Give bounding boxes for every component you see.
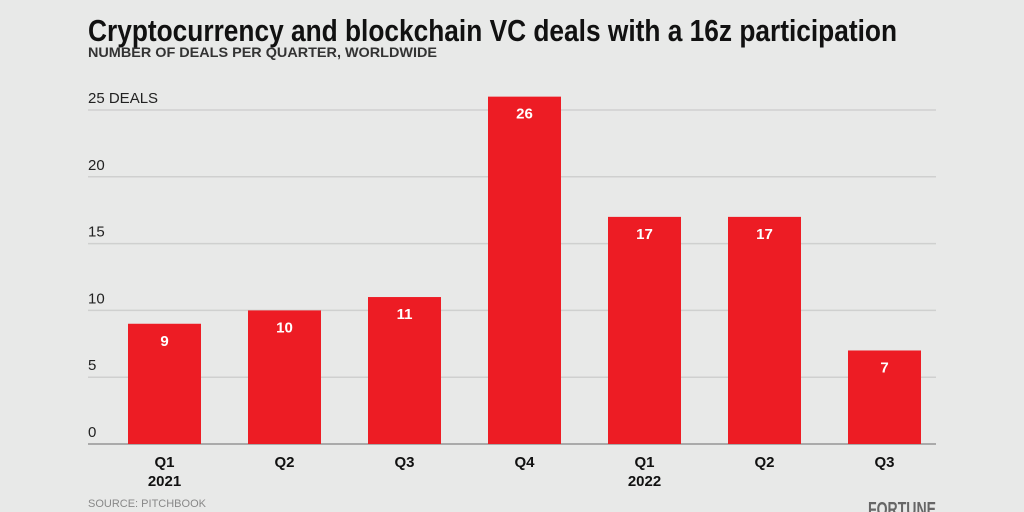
- y-tick-label: 15: [88, 224, 105, 241]
- bar: [368, 297, 441, 444]
- x-tick-label: Q2: [754, 454, 774, 471]
- data-label: 9: [160, 333, 168, 350]
- data-label: 17: [636, 226, 653, 243]
- data-label: 17: [756, 226, 773, 243]
- x-year-label: 2022: [628, 473, 661, 490]
- y-tick-label: 20: [88, 157, 105, 174]
- bar: [248, 310, 321, 444]
- bar: [128, 323, 201, 444]
- chart-subtitle: NUMBER OF DEALS PER QUARTER, WORLDWIDE: [88, 44, 437, 60]
- x-tick-label: Q3: [874, 454, 894, 471]
- y-tick-label: 5: [88, 357, 96, 374]
- bar: [608, 216, 681, 444]
- y-tick-label: 25 DEALS: [88, 90, 158, 107]
- data-label: 7: [880, 359, 888, 376]
- x-tick-label: Q3: [394, 454, 414, 471]
- data-label: 11: [397, 306, 413, 323]
- x-tick-label: Q2: [274, 454, 294, 471]
- data-label: 26: [516, 106, 533, 123]
- x-tick-label: Q1: [634, 454, 654, 471]
- bar: [728, 216, 801, 444]
- x-year-label: 2021: [148, 473, 181, 490]
- x-tick-label: Q4: [514, 454, 535, 471]
- y-tick-label: 10: [88, 290, 105, 307]
- bar: [848, 350, 921, 444]
- source-note: SOURCE: PITCHBOOK: [88, 498, 207, 510]
- x-tick-label: Q1: [154, 454, 174, 471]
- fortune-logo: FORTUNE: [868, 499, 936, 512]
- y-tick-label: 0: [88, 424, 96, 441]
- bar: [488, 96, 561, 444]
- data-label: 10: [276, 319, 293, 336]
- chart-title: Cryptocurrency and blockchain VC deals w…: [88, 13, 897, 48]
